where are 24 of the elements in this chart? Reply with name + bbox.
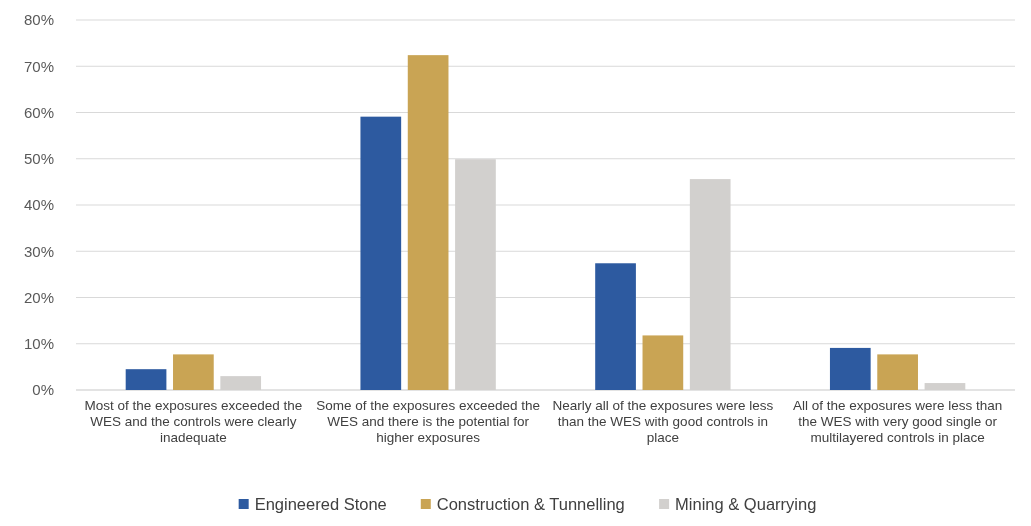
y-tick-label: 50% (23, 150, 54, 167)
legend-label: Engineered Stone (254, 495, 387, 513)
bar (642, 335, 684, 390)
bar (407, 55, 449, 390)
y-tick-label: 0% (32, 381, 54, 399)
bar (125, 369, 167, 390)
bar (877, 354, 918, 390)
y-tick-label: 20% (23, 288, 54, 306)
legend-label: Mining & Quarrying (675, 495, 817, 513)
y-tick-label: 40% (23, 196, 54, 214)
x-tick-label: Most of the exposures exceeded the WES and the controls were clearly inadequate (84, 398, 303, 445)
bar (360, 116, 402, 390)
x-tick-label: Nearly all of the exposures were less than the WES with good controls in place (552, 398, 774, 445)
bar (173, 354, 214, 390)
y-tick-label: 80% (23, 11, 54, 29)
legend-label: Construction & Tunnelling (436, 495, 625, 513)
x-tick-label: All of the exposures were less than the WES with very good single or multilayered controls in place (792, 398, 1003, 445)
y-tick-label: 10% (23, 335, 54, 352)
x-tick-label: Some of the exposures exceeded the WES and there is the potential for higher exposures (316, 398, 540, 445)
y-tick-label: 60% (23, 103, 54, 121)
y-tick-label: 30% (23, 242, 54, 260)
bar (595, 263, 636, 390)
y-tick-label: 70% (23, 57, 54, 75)
bar (829, 347, 871, 390)
